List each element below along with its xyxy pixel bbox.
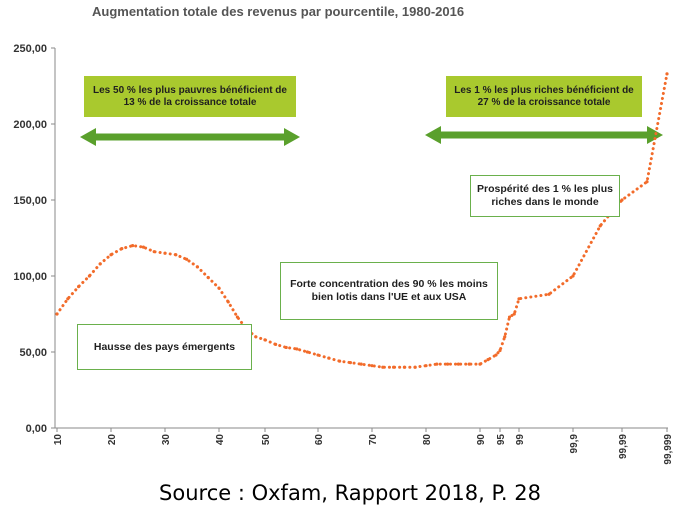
data-point xyxy=(141,245,145,249)
arrow-head-left xyxy=(425,126,441,144)
series-line-0 xyxy=(55,72,669,369)
x-tick-label: 60 xyxy=(314,434,325,446)
data-point xyxy=(77,285,81,289)
x-ticks: 10 20 30 40 50 60 70 80 90 95 99 99,9 99,99 99,999 xyxy=(53,428,674,465)
data-point xyxy=(152,250,156,254)
data-point xyxy=(131,244,135,248)
data-point xyxy=(274,342,278,346)
data-point xyxy=(402,365,406,369)
data-point xyxy=(295,347,299,351)
data-point xyxy=(195,265,199,269)
concentration-note: Forte concentration des 90 % les moins b… xyxy=(280,262,498,320)
data-point xyxy=(512,312,516,316)
data-point xyxy=(338,359,342,363)
data-point xyxy=(665,72,669,76)
data-point xyxy=(620,198,624,202)
data-point xyxy=(381,365,385,369)
y-tick-label: 50,00 xyxy=(19,347,47,359)
y-tick-label: 250,00 xyxy=(13,43,47,55)
x-tick-label: 80 xyxy=(422,434,433,446)
emerging-note: Hausse des pays émergents xyxy=(77,324,252,370)
concentration-note-text: Forte concentration des 90 % les moins b… xyxy=(290,278,488,303)
poor-half-note: Les 50 % les plus pauvres bénéficient de… xyxy=(84,76,296,117)
data-point xyxy=(120,247,124,251)
data-point xyxy=(645,180,649,184)
data-point xyxy=(235,315,239,319)
data-point xyxy=(254,335,258,339)
top-one-note: Les 1 % les plus riches bénéficient de 2… xyxy=(446,76,642,117)
data-point xyxy=(217,286,221,290)
data-point xyxy=(507,315,512,319)
top-one-arrow xyxy=(425,126,663,144)
data-point xyxy=(598,224,602,228)
x-tick-label: 70 xyxy=(368,434,379,446)
x-tick-label: 50 xyxy=(261,434,272,446)
chart-title: Augmentation totale des revenus par pour… xyxy=(92,4,465,19)
data-point xyxy=(571,274,575,278)
source-caption: Source : Oxfam, Rapport 2018, P. 28 xyxy=(159,481,541,505)
data-point xyxy=(305,350,309,354)
data-point xyxy=(547,292,551,296)
data-point xyxy=(494,353,498,357)
prosperity-note-text: Prospérité des 1 % les plus riches dans … xyxy=(477,183,613,208)
data-point xyxy=(66,297,70,301)
data-point xyxy=(392,365,396,369)
x-tick-label: 20 xyxy=(107,434,118,446)
income-growth-chart: 0,00 50,00 100,00 150,00 200,00 250,00 10 20 30… xyxy=(13,43,674,465)
data-point xyxy=(359,362,363,366)
x-tick-label: 95 xyxy=(496,434,507,446)
data-point xyxy=(87,274,91,278)
y-tick-label: 100,00 xyxy=(13,271,47,283)
x-tick-label: 99,999 xyxy=(663,434,674,465)
x-tick-label: 99 xyxy=(515,434,526,446)
axes xyxy=(54,48,668,429)
data-point xyxy=(284,345,288,350)
data-point xyxy=(424,364,428,368)
x-tick-label: 90 xyxy=(476,434,487,446)
series-layer xyxy=(55,72,669,369)
data-point xyxy=(263,338,267,342)
data-point xyxy=(456,362,460,366)
data-point xyxy=(185,257,189,261)
data-point xyxy=(446,362,450,366)
poor-half-note-text: Les 50 % les plus pauvres bénéficient de… xyxy=(93,84,287,108)
x-tick-label: 99,99 xyxy=(618,434,629,459)
top-one-note-text: Les 1 % les plus riches bénéficient de 2… xyxy=(454,84,634,108)
data-point xyxy=(174,253,178,257)
data-point xyxy=(370,364,374,368)
data-point xyxy=(55,312,59,316)
x-tick-label: 40 xyxy=(215,434,226,446)
data-point xyxy=(109,253,113,257)
y-tick-label: 150,00 xyxy=(13,195,47,207)
x-tick-label: 10 xyxy=(53,434,64,446)
data-point xyxy=(206,275,210,280)
data-point xyxy=(435,362,439,366)
data-point xyxy=(316,353,320,357)
x-tick-label: 30 xyxy=(161,434,172,446)
y-tick-label: 200,00 xyxy=(13,119,47,131)
data-point xyxy=(517,297,521,301)
data-point xyxy=(226,300,230,304)
data-point xyxy=(327,356,331,360)
data-point xyxy=(98,262,102,266)
prosperity-note: Prospérité des 1 % les plus riches dans … xyxy=(470,175,620,217)
data-point xyxy=(503,335,507,339)
arrow-head-right xyxy=(284,128,300,146)
data-point xyxy=(498,348,502,353)
data-point xyxy=(478,362,482,366)
data-point xyxy=(348,361,352,365)
data-point xyxy=(163,251,167,255)
range-arrows xyxy=(80,126,663,146)
x-tick-label: 99,9 xyxy=(569,434,580,454)
data-point xyxy=(486,358,490,362)
data-point xyxy=(413,365,417,369)
y-ticks: 0,00 50,00 100,00 150,00 200,00 250,00 xyxy=(13,43,55,435)
data-point xyxy=(467,362,471,366)
emerging-note-text: Hausse des pays émergents xyxy=(93,340,236,353)
arrow-head-left xyxy=(80,128,96,146)
y-tick-label: 0,00 xyxy=(26,423,47,435)
arrow-head-right xyxy=(647,126,663,144)
poor-half-arrow xyxy=(80,128,300,146)
